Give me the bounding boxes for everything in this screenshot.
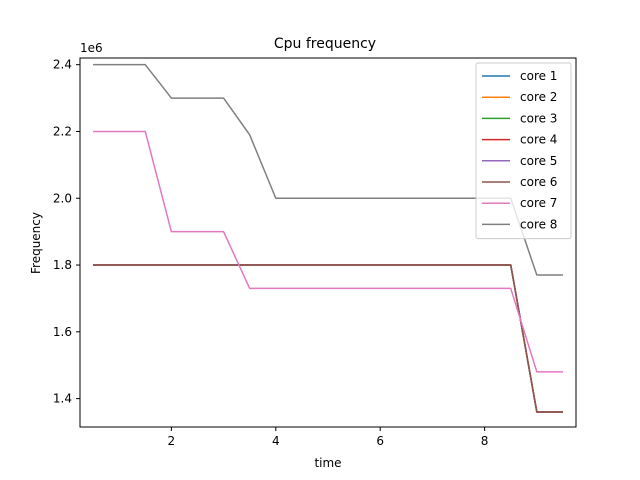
series-line-core-1 (93, 264, 563, 413)
x-axis-ticks: 2 4 6 8 (168, 427, 489, 448)
x-tick-label: 6 (376, 434, 384, 448)
y-axis-offset-label: 1e6 (80, 41, 103, 55)
x-tick-label: 8 (481, 434, 489, 448)
y-tick-label: 1.4 (53, 392, 72, 406)
series-line-core-7 (93, 130, 563, 373)
plot-area (79, 57, 577, 428)
series-line-core-2 (93, 264, 563, 413)
x-axis-label: time (314, 456, 341, 470)
legend-label: core 7 (520, 196, 557, 210)
legend-label: core 2 (520, 90, 557, 104)
series-line-core-6 (93, 264, 563, 413)
x-tick-label: 2 (168, 434, 176, 448)
legend-label: core 4 (520, 133, 557, 147)
y-tick-label: 2.0 (53, 191, 72, 205)
series-line-core-3 (93, 264, 563, 413)
y-tick-label: 1.6 (53, 325, 72, 339)
series-lines (93, 63, 563, 413)
y-tick-label: 2.2 (53, 124, 72, 138)
x-tick-label: 4 (272, 434, 280, 448)
series-line-core-5 (93, 264, 563, 413)
y-axis-ticks: 1.4 1.6 1.8 2.0 2.2 2.4 (53, 58, 80, 406)
plot-frame (79, 57, 577, 428)
legend-label: core 8 (520, 217, 557, 231)
y-tick-label: 1.8 (53, 258, 72, 272)
y-axis-label: Frequency (29, 212, 43, 274)
legend-box (475, 62, 572, 240)
y-tick-label: 2.4 (53, 58, 72, 72)
series-line-core-4 (93, 264, 563, 413)
legend-label: core 6 (520, 175, 557, 189)
legend: core 1 core 2 core 3 core 4 core 5 core 6 core… (475, 62, 572, 240)
legend-label: core 3 (520, 111, 557, 125)
legend-label: core 5 (520, 154, 557, 168)
legend-label: core 1 (520, 69, 557, 83)
chart-title: Cpu frequency (274, 36, 376, 52)
